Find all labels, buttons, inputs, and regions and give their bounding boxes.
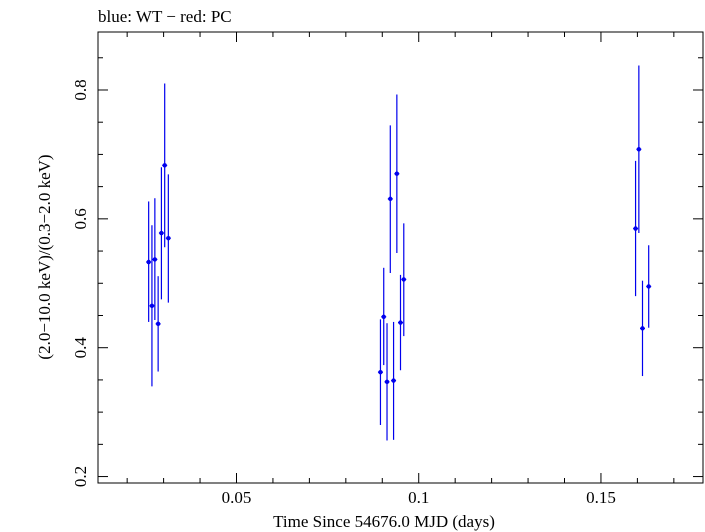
x-tick-label: 0.15 [586,488,616,507]
data-point [162,83,168,248]
point-marker [388,196,393,202]
data-point [381,267,387,366]
point-marker [646,284,651,289]
point-marker [394,171,400,176]
data-point [387,125,393,273]
data-point [401,223,407,337]
y-axis: 0.2 0.4 0.6 0.8 [71,57,703,487]
data-point [155,276,161,372]
point-marker [640,326,645,331]
data-point [377,319,383,426]
data-point [636,65,642,234]
x-axis-label: Time Since 54676.0 MJD (days) [273,512,495,531]
point-marker [636,147,642,152]
point-marker [378,369,383,375]
x-tick-label: 0.05 [222,488,252,507]
data-point [646,245,652,328]
y-tick-label: 0.8 [71,79,90,100]
data-point [152,198,158,320]
data-point [640,280,645,377]
data-point [633,160,639,297]
x-axis: 0.05 0.1 0.15 [126,32,675,507]
point-marker [384,379,390,385]
plot-frame [97,31,704,484]
x-tick-label: 0.1 [408,488,429,507]
point-marker [149,303,155,309]
data-point [165,174,171,303]
point-marker [633,226,638,231]
y-tick-label: 0.2 [71,466,90,487]
data-point [149,225,155,387]
point-marker [381,314,386,319]
data-point [158,167,164,300]
y-tick-label: 0.6 [71,208,90,229]
point-marker [391,378,396,383]
data-series-wt [146,65,652,441]
chart-title: blue: WT − red: PC [98,7,232,26]
point-marker [146,259,151,265]
y-axis-label: (2.0−10.0 keV)/(0.3−2.0 keV) [35,154,54,359]
data-point [391,321,397,440]
data-point [394,94,400,253]
data-point [384,323,390,441]
point-marker [162,163,167,168]
point-marker [401,277,406,282]
point-marker [155,321,161,327]
point-marker [159,230,164,236]
point-marker [166,235,171,241]
data-point [146,201,152,322]
y-tick-label: 0.4 [71,337,90,359]
point-marker [398,320,403,325]
data-point [398,274,403,371]
point-marker [152,257,158,262]
